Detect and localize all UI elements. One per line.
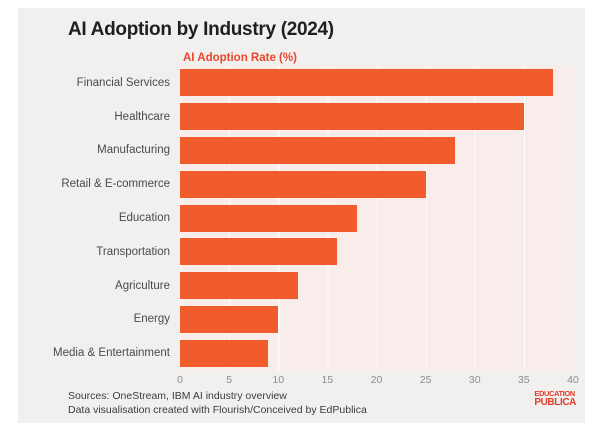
footer-sources: Sources: OneStream, IBM AI industry over… [68, 390, 287, 402]
bar-rows: Financial Services Healthcare Manufactur… [18, 66, 573, 370]
bar[interactable] [180, 305, 279, 333]
chart-card: AI Adoption by Industry (2024) AI Adopti… [18, 8, 585, 423]
bar-track [180, 134, 573, 168]
bar-track [180, 167, 573, 201]
bar-row: Agriculture [18, 269, 573, 303]
bar-label: Transportation [96, 245, 170, 258]
bar-label: Media & Entertainment [53, 347, 170, 360]
bar-track [180, 66, 573, 100]
edpublica-logo: EDUCATION PUBLICA [534, 389, 576, 408]
x-tick-label: 10 [272, 374, 285, 386]
footer-credits: Sources: OneStream, IBM AI industry over… [68, 389, 367, 417]
bar-label: Healthcare [114, 110, 170, 123]
bar-track [180, 269, 573, 303]
x-tick-label: 30 [468, 374, 481, 386]
logo-line-1: EDUCATION [534, 389, 575, 398]
logo-line-2: PUBLICA [534, 396, 576, 408]
bar-row: Education [18, 201, 573, 235]
x-tick-label: 0 [177, 374, 183, 386]
chart-title: AI Adoption by Industry (2024) [68, 19, 334, 40]
bar-track [180, 100, 573, 134]
bar-row: Retail & E-commerce [18, 167, 573, 201]
footer-attribution: Data visualisation created with Flourish… [68, 404, 367, 416]
bar-track [180, 302, 573, 336]
bar-row: Energy [18, 302, 573, 336]
chart-subtitle: AI Adoption Rate (%) [183, 52, 297, 64]
bar-label: Financial Services [76, 76, 170, 89]
bar[interactable] [180, 136, 456, 164]
bar-label: Agriculture [115, 279, 170, 292]
x-tick-label: 35 [518, 374, 530, 386]
bar-track [180, 201, 573, 235]
bar-row: Media & Entertainment [18, 336, 573, 370]
x-tick-label: 25 [419, 374, 432, 386]
x-axis: 0 5 10 15 20 25 30 35 40 [18, 374, 585, 388]
x-tick-label: 20 [370, 374, 383, 386]
bar-label: Energy [133, 313, 170, 326]
bar[interactable] [180, 103, 524, 131]
bar-row: Financial Services [18, 66, 573, 100]
bar[interactable] [180, 204, 357, 232]
bar-chart: Financial Services Healthcare Manufactur… [18, 66, 585, 370]
x-tick-label: 40 [567, 374, 579, 386]
x-tick-label: 5 [226, 374, 233, 386]
bar-row: Manufacturing [18, 134, 573, 168]
bar[interactable] [180, 238, 338, 266]
bar[interactable] [180, 272, 298, 300]
bar-track [180, 235, 573, 269]
x-tick-label: 15 [321, 374, 334, 386]
bar-label: Manufacturing [97, 144, 170, 157]
bar[interactable] [180, 69, 554, 97]
bar-row: Healthcare [18, 100, 573, 134]
bar-track [180, 336, 573, 370]
bar[interactable] [180, 339, 269, 367]
bar-label: Education [118, 212, 170, 225]
bar-row: Transportation [18, 235, 573, 269]
bar[interactable] [180, 170, 426, 198]
bar-label: Retail & E-commerce [61, 178, 170, 191]
